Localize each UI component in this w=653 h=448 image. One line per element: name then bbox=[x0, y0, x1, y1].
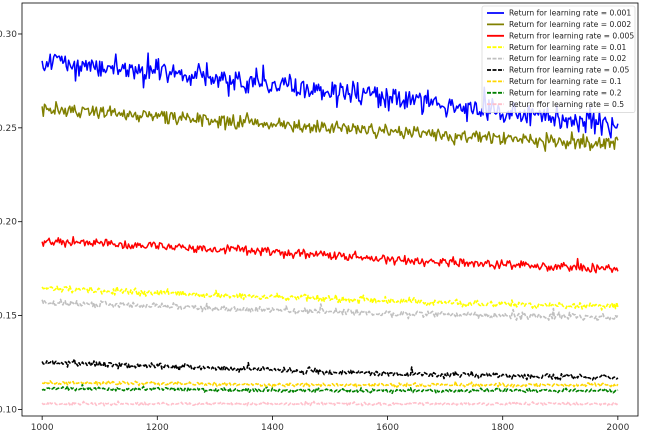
legend-label: Return for learning rate = 0.1 bbox=[509, 77, 622, 86]
legend-label: Return ffor learning rate = 0.5 bbox=[509, 100, 624, 109]
x-tick-label: 2000 bbox=[606, 423, 629, 433]
x-tick-label: 1400 bbox=[261, 423, 284, 433]
y-tick-label: 0.15 bbox=[0, 312, 17, 322]
axis-ticks: 1000 1200 1400 1600 1800 2000 0.10 0.15 0.20 0.25… bbox=[0, 30, 630, 433]
series-line bbox=[41, 285, 619, 311]
legend-label: Return fror learning rate = 0.05 bbox=[509, 66, 630, 75]
series-line bbox=[41, 52, 619, 139]
legend-label: Return for learning rate = 0.002 bbox=[509, 20, 631, 29]
y-tick-label: 0.20 bbox=[0, 218, 17, 228]
legend-label: Return for learning rate = 0.01 bbox=[509, 43, 627, 52]
y-tick-label: 0.10 bbox=[0, 405, 17, 415]
series-line bbox=[41, 379, 619, 389]
legend-box bbox=[481, 5, 636, 113]
legend: Return for learning rate = 0.001 Return f… bbox=[481, 5, 636, 113]
series-line bbox=[41, 383, 619, 395]
x-tick-label: 1800 bbox=[491, 423, 514, 433]
x-tick-label: 1200 bbox=[146, 423, 169, 433]
series-line bbox=[41, 400, 619, 407]
series-line bbox=[41, 101, 619, 152]
legend-label: Return for learning rate = 0.02 bbox=[509, 54, 627, 63]
series-lines bbox=[41, 52, 619, 407]
series-line bbox=[41, 298, 619, 321]
legend-label: Return for learning rate = 0.001 bbox=[509, 9, 631, 18]
y-tick-label: 0.30 bbox=[0, 30, 17, 40]
series-line bbox=[41, 358, 619, 381]
legend-label: Return for learning rate = 0.2 bbox=[509, 88, 622, 97]
y-tick-label: 0.25 bbox=[0, 124, 17, 134]
series-line bbox=[41, 236, 619, 274]
x-tick-label: 1600 bbox=[376, 423, 399, 433]
legend-label: Return fror learning rate = 0.005 bbox=[509, 31, 634, 40]
x-tick-label: 1000 bbox=[31, 423, 54, 433]
